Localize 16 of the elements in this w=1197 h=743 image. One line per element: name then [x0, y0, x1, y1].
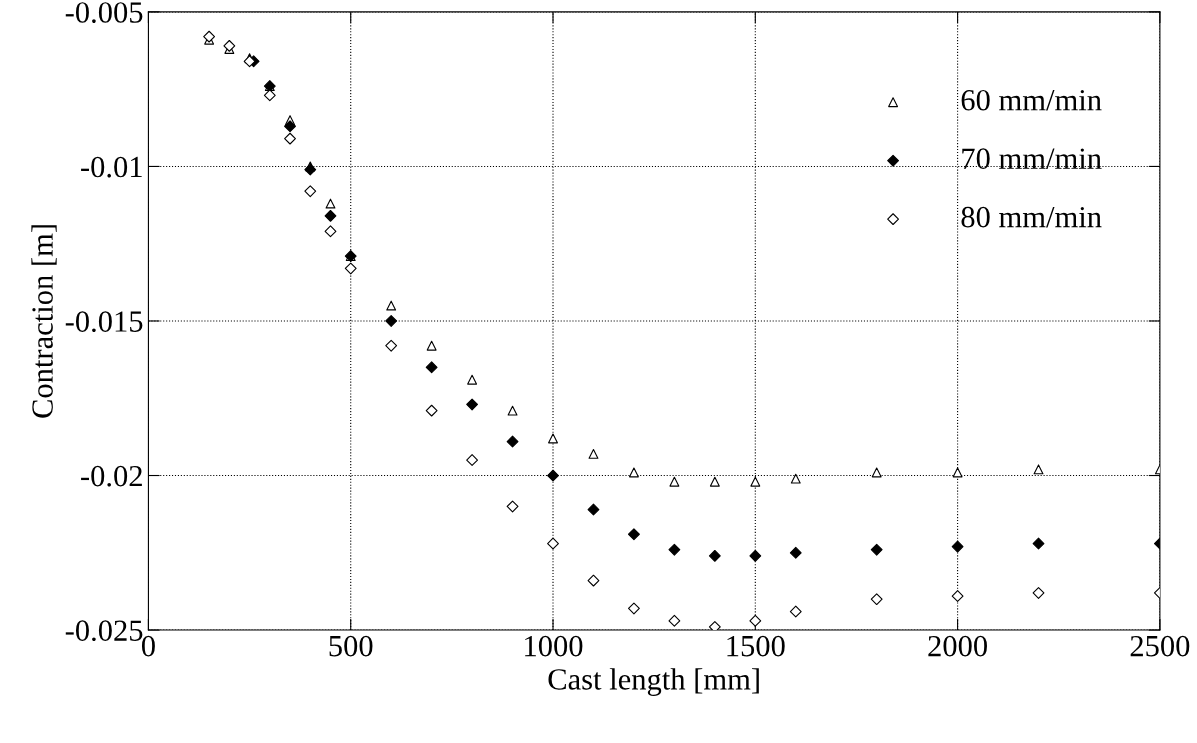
- y-tick-label: -0.015: [65, 311, 143, 333]
- x-tick-label: 1000: [525, 635, 583, 657]
- y-axis-title: Contraction [m]: [31, 225, 57, 418]
- x-tick-label: 0: [141, 635, 155, 657]
- legend-label: 80 mm/min: [961, 206, 1102, 228]
- y-tick-label: -0.01: [81, 156, 142, 178]
- x-axis-title: Cast length [mm]: [548, 668, 759, 696]
- y-tick-label: -0.005: [65, 2, 143, 23]
- x-tick-label: 2500: [1130, 635, 1190, 657]
- x-tick-label: 1500: [727, 635, 785, 657]
- legend-label: 60 mm/min: [961, 89, 1102, 111]
- y-tick-label: -0.02: [81, 465, 142, 487]
- x-tick-label: 2000: [928, 635, 987, 657]
- y-tick-label: -0.025: [65, 620, 143, 642]
- x-tick-label: 500: [329, 635, 373, 657]
- legend-label: 70 mm/min: [962, 148, 1102, 169]
